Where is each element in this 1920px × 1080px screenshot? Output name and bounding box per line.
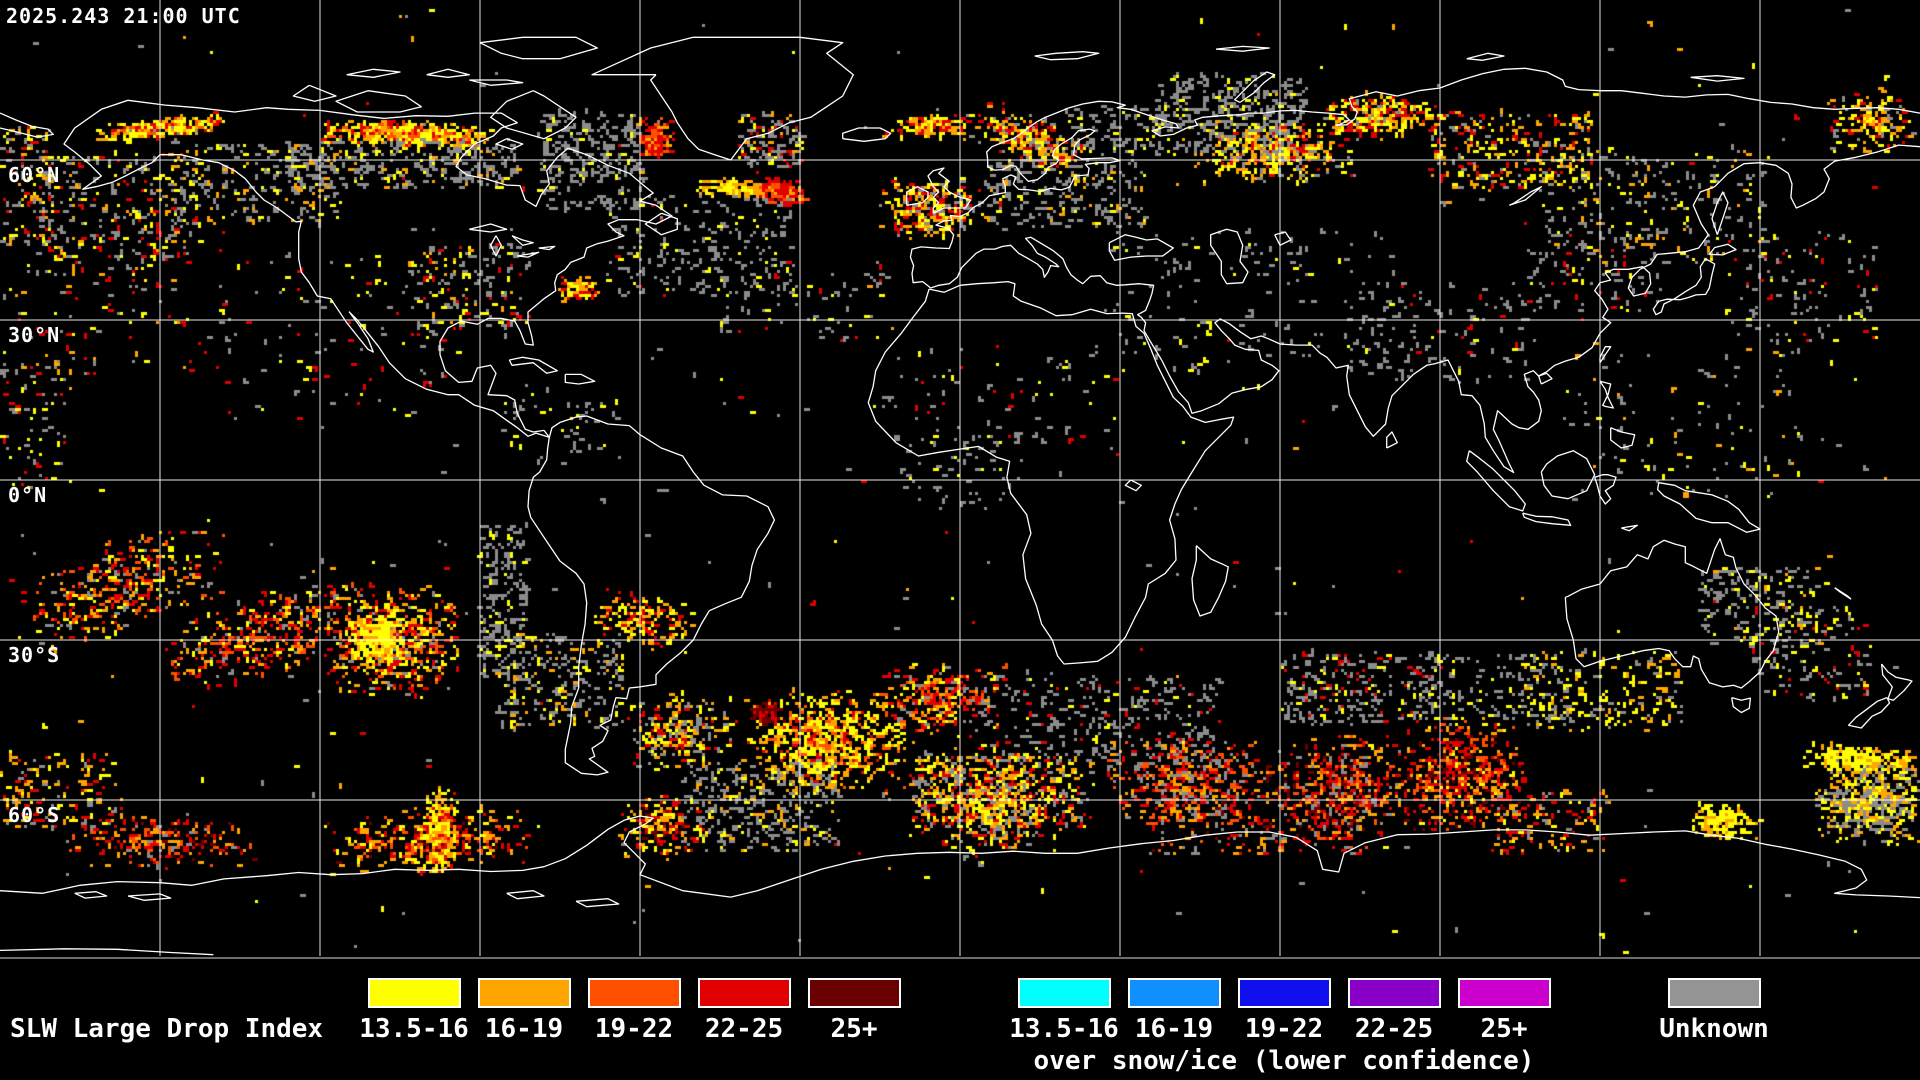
swatch-ldi-13-16 <box>368 978 461 1008</box>
swatch-ldi-22-25 <box>698 978 791 1008</box>
swatch-snow-13-16 <box>1018 978 1111 1008</box>
lat-label-30n: 30°N <box>8 323 61 347</box>
range-label-19-22: 19-22 <box>594 1014 674 1044</box>
legend: SLW Large Drop Index 13.5-16 16-19 19-22… <box>0 960 1920 1080</box>
range-label-16-19: 16-19 <box>484 1014 564 1044</box>
swatch-unknown <box>1668 978 1761 1008</box>
legend-subtitle: over snow/ice (lower confidence) <box>1033 1046 1535 1076</box>
swatch-ldi-16-19 <box>478 978 571 1008</box>
swatch-snow-16-19 <box>1128 978 1221 1008</box>
range-label-snow-19-22: 19-22 <box>1244 1014 1324 1044</box>
swatch-ldi-25plus <box>808 978 901 1008</box>
range-label-snow-22-25: 22-25 <box>1354 1014 1434 1044</box>
range-label-snow-25plus: 25+ <box>1480 1014 1528 1044</box>
swatch-snow-19-22 <box>1238 978 1331 1008</box>
range-label-unknown: Unknown <box>1659 1014 1769 1044</box>
legend-title: SLW Large Drop Index <box>10 1014 324 1044</box>
map-bottom-border <box>0 957 1920 959</box>
lat-label-30s: 30°S <box>8 643 61 667</box>
swatch-ldi-19-22 <box>588 978 681 1008</box>
lat-label-0n: 0°N <box>8 483 48 507</box>
range-label-snow-13-16: 13.5-16 <box>1009 1014 1119 1044</box>
swatch-snow-22-25 <box>1348 978 1441 1008</box>
range-label-snow-16-19: 16-19 <box>1134 1014 1214 1044</box>
range-label-13-16: 13.5-16 <box>359 1014 469 1044</box>
lat-label-60n: 60°N <box>8 163 61 187</box>
range-label-22-25: 22-25 <box>704 1014 784 1044</box>
coastline-grid-svg <box>0 0 1920 956</box>
range-label-25plus: 25+ <box>830 1014 878 1044</box>
timestamp: 2025.243 21:00 UTC <box>6 4 241 28</box>
lat-label-60s: 60°S <box>8 803 61 827</box>
swatch-snow-25plus <box>1458 978 1551 1008</box>
